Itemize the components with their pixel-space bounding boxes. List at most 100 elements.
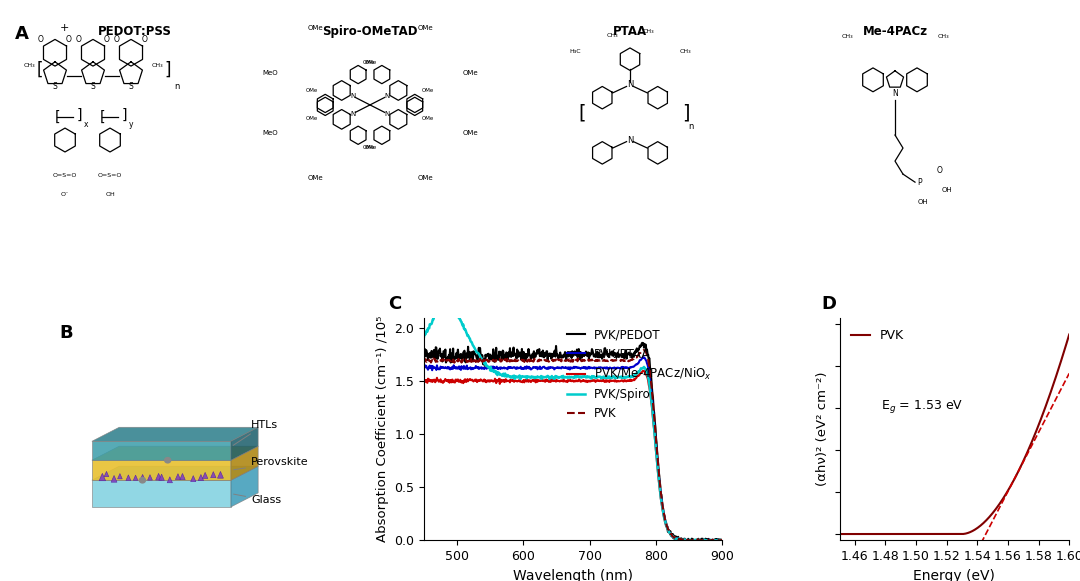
- PVK: [861, 530, 874, 537]
- Text: N: N: [350, 93, 355, 99]
- Y-axis label: (αhν)² (eV² cm⁻²): (αhν)² (eV² cm⁻²): [816, 372, 829, 486]
- Text: OMe: OMe: [306, 116, 319, 121]
- Text: O: O: [114, 35, 120, 44]
- Text: S: S: [91, 83, 95, 91]
- Text: O⁻: O⁻: [60, 192, 69, 197]
- Text: OMe: OMe: [363, 60, 375, 64]
- Text: O: O: [143, 35, 148, 44]
- Text: [: [: [100, 110, 106, 124]
- Text: O=S=O: O=S=O: [98, 173, 122, 178]
- PVK/Spiro: [716, 537, 729, 544]
- Text: OMe: OMe: [421, 116, 434, 121]
- PVK/PEDOT: [417, 360, 430, 367]
- PVK/PTAA: [677, 537, 690, 544]
- Polygon shape: [156, 474, 162, 480]
- Text: PEDOT:PSS: PEDOT:PSS: [98, 24, 172, 38]
- Text: x: x: [84, 120, 89, 130]
- PVK/PEDOT: [595, 353, 608, 360]
- Text: OMe: OMe: [365, 60, 377, 64]
- PVK/Spiro: [580, 374, 593, 381]
- Text: Me-4PACz: Me-4PACz: [863, 24, 928, 38]
- Text: MeO: MeO: [262, 70, 278, 76]
- PVK/Spiro: [710, 537, 723, 544]
- PVK/PTAA: [559, 364, 572, 371]
- Line: PVK/Spiro: PVK/Spiro: [423, 304, 723, 540]
- Polygon shape: [231, 466, 258, 507]
- Text: Perovskite: Perovskite: [233, 457, 309, 470]
- Polygon shape: [231, 427, 258, 460]
- Polygon shape: [99, 474, 106, 480]
- PVK/PTAA: [716, 537, 729, 544]
- Polygon shape: [190, 476, 195, 482]
- Text: OH: OH: [942, 187, 953, 193]
- PVK: [710, 537, 723, 544]
- X-axis label: Energy (eV): Energy (eV): [914, 569, 996, 581]
- Polygon shape: [92, 446, 258, 460]
- Polygon shape: [159, 474, 164, 480]
- Text: D: D: [821, 295, 836, 313]
- PVK/Me-4PACz/NiO$_x$: [676, 537, 689, 544]
- PVK: [677, 537, 690, 544]
- PVK: [1000, 490, 1013, 497]
- Circle shape: [139, 478, 146, 483]
- Text: OH: OH: [918, 199, 929, 205]
- PVK/PTAA: [663, 528, 676, 535]
- Polygon shape: [148, 475, 152, 480]
- Text: N: N: [350, 110, 355, 117]
- Text: Spiro-OMeTAD: Spiro-OMeTAD: [322, 24, 418, 38]
- PVK/PTAA: [579, 365, 592, 372]
- Text: CH₃: CH₃: [606, 33, 618, 38]
- Text: O=S=O: O=S=O: [53, 173, 77, 178]
- PVK/PEDOT: [561, 352, 573, 359]
- Polygon shape: [202, 472, 207, 479]
- PVK: [1063, 331, 1076, 338]
- Text: A: A: [15, 24, 29, 42]
- Line: PVK/Me-4PACz/NiO$_x$: PVK/Me-4PACz/NiO$_x$: [423, 371, 723, 540]
- PVK/PEDOT: [710, 537, 723, 544]
- Text: CH₃: CH₃: [679, 49, 691, 54]
- Text: +: +: [60, 23, 69, 33]
- Text: [: [: [55, 110, 60, 124]
- Text: MeO: MeO: [262, 130, 278, 136]
- PVK/Spiro: [663, 529, 676, 536]
- Text: OMe: OMe: [417, 175, 433, 181]
- PVK/Me-4PACz/NiO$_x$: [637, 367, 650, 374]
- Text: n: n: [174, 82, 179, 91]
- Text: B: B: [59, 325, 72, 342]
- Text: O: O: [38, 35, 44, 44]
- PVK/Me-4PACz/NiO$_x$: [579, 378, 592, 385]
- Polygon shape: [92, 427, 258, 442]
- PVK/Me-4PACz/NiO$_x$: [710, 537, 723, 544]
- Polygon shape: [133, 475, 138, 480]
- Text: OMe: OMe: [363, 145, 375, 150]
- Legend: PVK/PEDOT, PVK/PTAA, PVK/Me-4PACz/NiO$_x$, PVK/Spiro, PVK: PVK/PEDOT, PVK/PTAA, PVK/Me-4PACz/NiO$_x…: [563, 324, 716, 425]
- Text: P: P: [918, 178, 922, 187]
- PVK/Spiro: [562, 374, 575, 381]
- Text: O: O: [76, 35, 82, 44]
- Text: N: N: [626, 80, 633, 89]
- Text: N: N: [892, 89, 897, 98]
- PVK/PEDOT: [663, 529, 676, 536]
- Text: H₃C: H₃C: [569, 49, 581, 54]
- Polygon shape: [92, 480, 231, 507]
- Text: OMe: OMe: [306, 88, 319, 94]
- Text: ]: ]: [681, 103, 689, 123]
- X-axis label: Wavelength (nm): Wavelength (nm): [513, 569, 633, 581]
- PVK: [999, 492, 1012, 498]
- Text: ]: ]: [122, 108, 127, 122]
- Text: ]: ]: [164, 61, 171, 79]
- PVK/Me-4PACz/NiO$_x$: [595, 378, 608, 385]
- Text: CH₃: CH₃: [151, 63, 163, 68]
- Polygon shape: [175, 474, 180, 479]
- PVK: [908, 530, 921, 537]
- PVK/Spiro: [438, 301, 451, 308]
- Polygon shape: [92, 460, 231, 480]
- Line: PVK: PVK: [839, 335, 1069, 534]
- PVK: [833, 530, 846, 537]
- Text: O: O: [937, 166, 943, 175]
- PVK/Spiro: [559, 374, 572, 381]
- PVK: [716, 537, 729, 544]
- Text: C: C: [388, 295, 401, 313]
- Polygon shape: [167, 477, 173, 483]
- Text: S: S: [129, 83, 133, 91]
